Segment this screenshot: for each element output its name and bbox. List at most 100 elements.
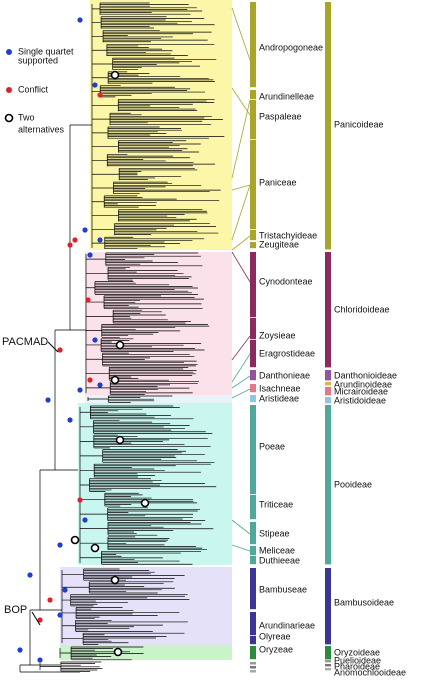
support-node (97, 237, 103, 243)
support-node (92, 337, 98, 343)
subfamily-label: Pooideae (334, 479, 372, 489)
tribe-bar (250, 662, 256, 665)
subfamily-bar (325, 387, 331, 396)
connector (231, 388, 251, 399)
clade-pointer (31, 611, 41, 626)
connector (231, 184, 251, 191)
support-node (110, 375, 120, 385)
subfamily-label: Bambusoideae (334, 597, 394, 607)
support-node (140, 498, 150, 508)
tribe-label: Arundinarieae (259, 620, 315, 630)
connector (231, 375, 251, 389)
support-node (57, 612, 63, 618)
tribe-bar (250, 140, 256, 230)
tribe-label: Duthieeae (259, 555, 300, 565)
subfamily-bar (325, 397, 331, 404)
connector (231, 251, 251, 283)
tribe-bar (250, 242, 256, 249)
tribe-bar (250, 636, 256, 645)
tribe-bar (250, 340, 256, 368)
tribe-label: Paniceae (259, 177, 297, 187)
support-node (115, 435, 125, 445)
tribe-label: Danthonieae (259, 370, 310, 380)
tribe-bar (250, 370, 256, 381)
support-node (27, 572, 33, 578)
tribe-label: Tristachyideae (259, 230, 317, 240)
tribe-bar (250, 90, 256, 100)
support-node (57, 542, 63, 548)
subfamily-bar (325, 660, 331, 663)
support-node (90, 543, 100, 553)
tribe-bar (250, 556, 256, 565)
connector (231, 7, 251, 61)
connector (231, 87, 251, 116)
connector (231, 99, 251, 179)
subfamily-bar (325, 646, 331, 660)
tribe-bar (250, 252, 256, 318)
connector (231, 335, 251, 361)
support-node (110, 70, 120, 80)
support-node (70, 535, 80, 545)
tribe-bar (250, 230, 256, 241)
tribe-label: Poeae (259, 441, 285, 451)
subfamily-label: Micrairoideae (334, 386, 388, 396)
support-node (17, 647, 23, 653)
tree (17, 2, 225, 673)
support-node (97, 92, 103, 98)
support-node (82, 227, 88, 233)
legend-symbol (4, 113, 14, 123)
subfamily-bar (325, 2, 331, 250)
support-node (72, 237, 78, 243)
support-node (97, 382, 103, 388)
tribe-bar (250, 522, 256, 545)
clade-label: BOP (4, 604, 27, 616)
support-node (45, 397, 51, 403)
support-node (67, 417, 73, 423)
panicoid-band (90, 0, 232, 250)
pooid-band (78, 403, 232, 565)
connector (231, 519, 251, 535)
subfamily-label: Anomochlooideae (334, 667, 406, 677)
legend-label: Conflict (18, 84, 49, 94)
support-node (77, 387, 83, 393)
connector (231, 184, 251, 241)
subfamily-label: Danthonioideae (334, 370, 397, 380)
tribe-bar (250, 100, 256, 140)
tribe-bar (250, 318, 256, 340)
tribe-label: Cynodonteae (259, 276, 313, 286)
subfamily-bar (325, 370, 331, 381)
support-node (37, 617, 43, 623)
support-node (47, 597, 53, 603)
aristidoid-band (85, 395, 232, 403)
tribe-label: Stipeae (259, 528, 290, 538)
clade-label: PACMAD (2, 336, 48, 348)
tribe-label: Oryzeae (259, 644, 293, 654)
support-node (87, 252, 93, 258)
tribe-label: Arundinelleae (259, 91, 314, 101)
subfamily-bar (325, 252, 331, 368)
tribe-bar (250, 666, 256, 669)
tribe-label: Eragrostideae (259, 348, 315, 358)
tribe-bar (250, 395, 256, 403)
support-node (67, 242, 73, 248)
legend-label: supported (18, 55, 58, 65)
connector (231, 235, 251, 251)
subfamily-bar (325, 568, 331, 645)
subfamily-label: Puelioideae (334, 655, 381, 665)
tribe-bar (250, 384, 256, 393)
legend-label: Two (18, 112, 35, 122)
subfamily-bar (325, 405, 331, 565)
tribe-bar (250, 568, 256, 610)
support-node (115, 340, 125, 350)
tribe-label: Andropogoneae (259, 42, 323, 52)
tribe-label: Aristideae (259, 393, 299, 403)
tribe-label: Paspaleae (259, 111, 302, 121)
tribe-bar (250, 670, 256, 673)
clade-pointer (47, 341, 59, 353)
subfamily-bar (325, 668, 331, 671)
support-node (62, 587, 68, 593)
tribe-bar (250, 495, 256, 520)
subfamily-label: Panicoideae (334, 119, 384, 129)
